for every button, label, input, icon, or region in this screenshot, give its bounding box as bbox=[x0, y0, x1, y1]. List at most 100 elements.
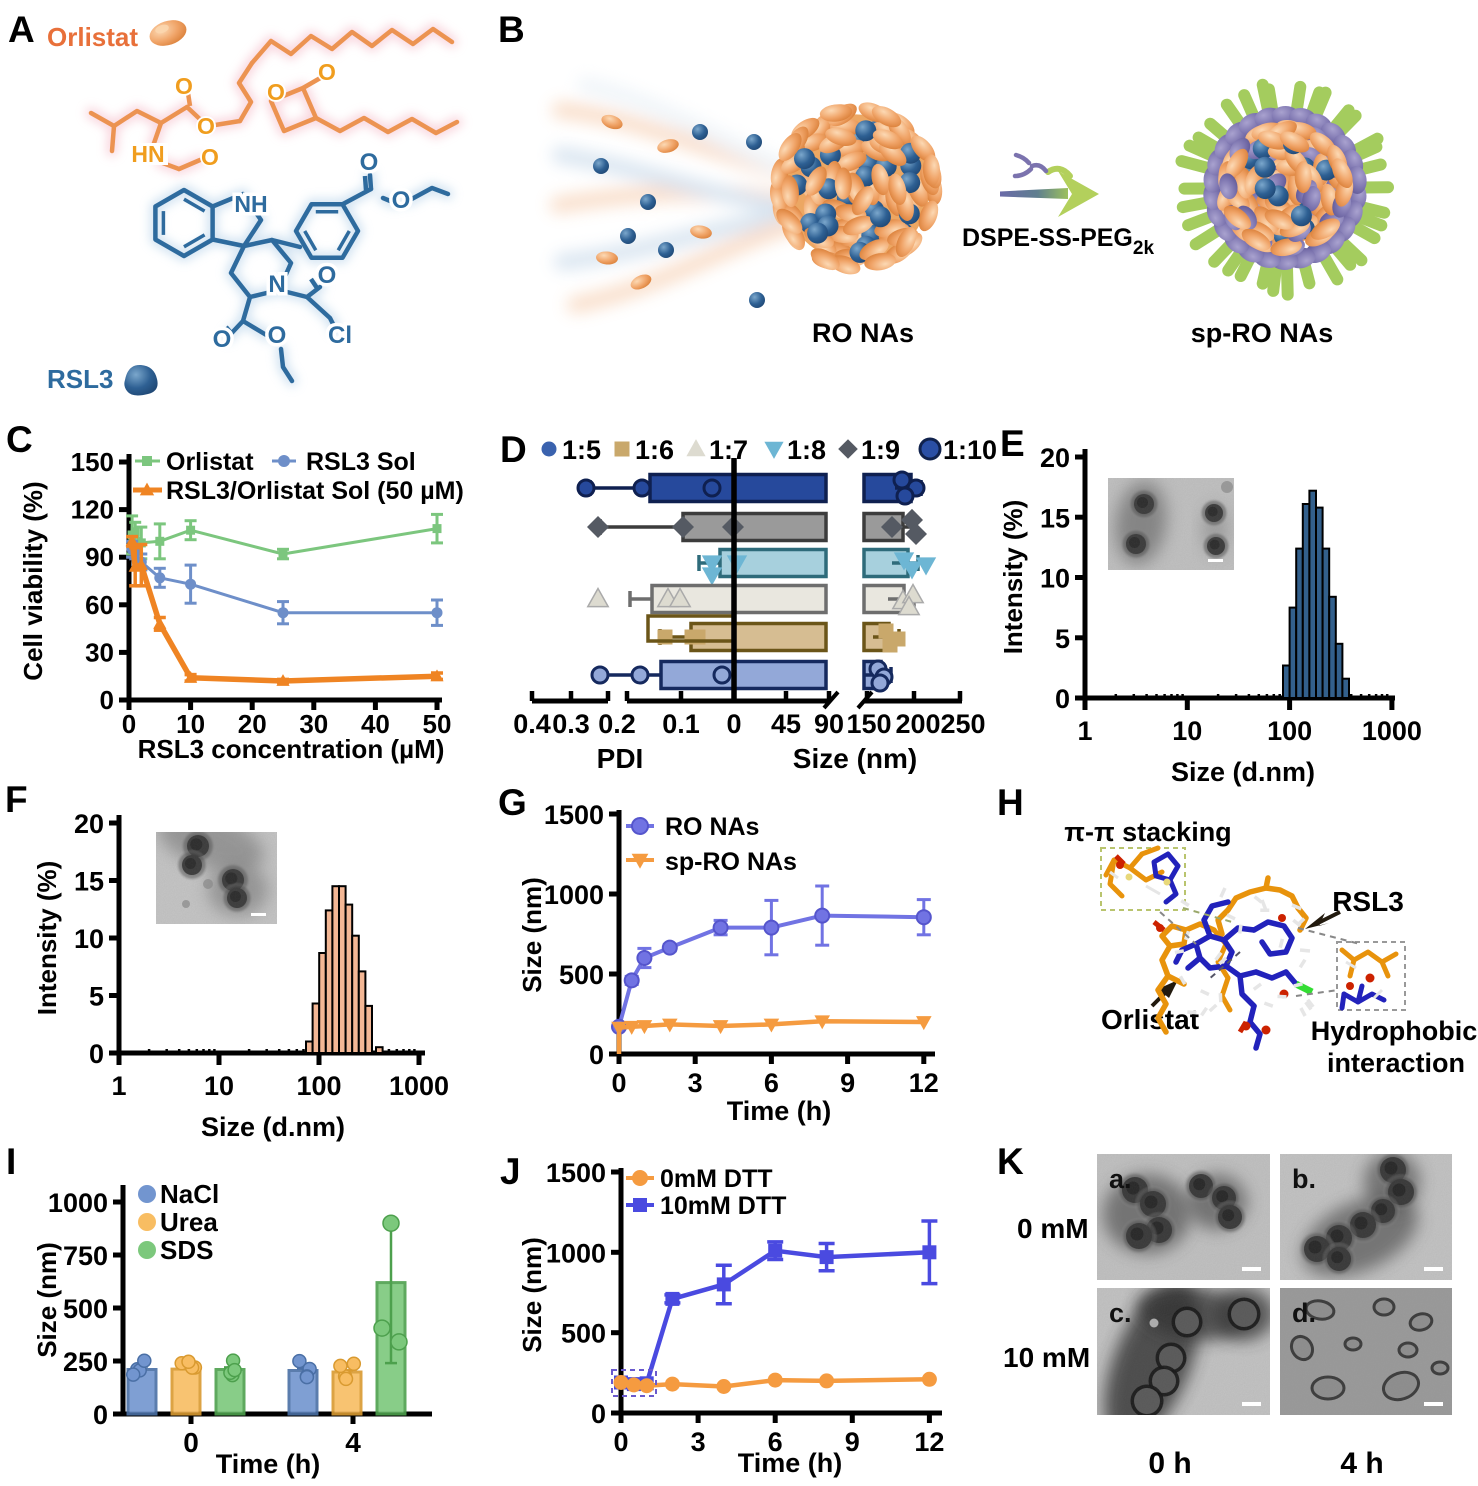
svg-text:D: D bbox=[500, 429, 527, 470]
svg-text:RSL3: RSL3 bbox=[1332, 886, 1404, 917]
svg-text:0: 0 bbox=[726, 709, 741, 739]
svg-text:750: 750 bbox=[63, 1241, 108, 1271]
svg-text:4: 4 bbox=[345, 1427, 361, 1458]
svg-text:Size (nm): Size (nm) bbox=[793, 743, 917, 774]
svg-text:sp-RO NAs: sp-RO NAs bbox=[1191, 318, 1334, 348]
svg-text:Orlistat: Orlistat bbox=[1101, 1004, 1199, 1035]
svg-text:O: O bbox=[213, 326, 232, 353]
svg-text:sp-RO NAs: sp-RO NAs bbox=[665, 848, 797, 876]
svg-text:O: O bbox=[201, 144, 219, 170]
svg-text:100: 100 bbox=[296, 1071, 341, 1101]
svg-text:15: 15 bbox=[74, 867, 104, 897]
svg-text:O: O bbox=[360, 149, 379, 176]
svg-text:F: F bbox=[5, 779, 28, 820]
svg-text:B: B bbox=[498, 9, 525, 50]
svg-text:PDI: PDI bbox=[597, 743, 644, 774]
svg-text:Cl: Cl bbox=[328, 322, 352, 349]
svg-text:Urea: Urea bbox=[160, 1207, 218, 1237]
svg-text:10 mM: 10 mM bbox=[1003, 1342, 1090, 1373]
svg-text:K: K bbox=[997, 1141, 1024, 1182]
svg-text:12: 12 bbox=[909, 1068, 939, 1098]
svg-text:20: 20 bbox=[74, 809, 104, 839]
svg-text:0 h: 0 h bbox=[1148, 1447, 1191, 1480]
svg-text:200: 200 bbox=[895, 709, 940, 739]
svg-text:1000: 1000 bbox=[1362, 716, 1422, 746]
svg-text:E: E bbox=[1000, 423, 1025, 464]
svg-text:1:5: 1:5 bbox=[562, 435, 601, 465]
svg-text:90: 90 bbox=[814, 709, 844, 739]
svg-text:1000: 1000 bbox=[389, 1071, 449, 1101]
svg-text:Intensity (%): Intensity (%) bbox=[998, 500, 1028, 655]
svg-text:RSL3/Orlistat Sol (50 µM): RSL3/Orlistat Sol (50 µM) bbox=[166, 477, 464, 505]
svg-text:0: 0 bbox=[1055, 684, 1070, 714]
svg-text:Intensity (%): Intensity (%) bbox=[32, 861, 62, 1016]
svg-text:J: J bbox=[500, 1151, 521, 1192]
svg-text:I: I bbox=[6, 1141, 16, 1182]
svg-text:Time (h): Time (h) bbox=[738, 1448, 843, 1478]
svg-text:45: 45 bbox=[771, 709, 801, 739]
svg-text:0: 0 bbox=[183, 1427, 199, 1458]
svg-text:0.1: 0.1 bbox=[662, 709, 700, 739]
svg-text:0: 0 bbox=[589, 1040, 604, 1070]
svg-text:c.: c. bbox=[1109, 1298, 1132, 1328]
svg-text:N: N bbox=[268, 271, 285, 298]
svg-text:NaCl: NaCl bbox=[160, 1179, 219, 1209]
svg-text:1000: 1000 bbox=[546, 1238, 606, 1268]
svg-text:1: 1 bbox=[111, 1071, 126, 1101]
svg-text:Orlistat: Orlistat bbox=[166, 448, 254, 476]
svg-text:a.: a. bbox=[1109, 1164, 1132, 1194]
svg-text:120: 120 bbox=[71, 495, 114, 525]
svg-text:0.4: 0.4 bbox=[513, 709, 551, 739]
svg-text:Time (h): Time (h) bbox=[727, 1096, 832, 1126]
svg-text:A: A bbox=[8, 9, 35, 50]
svg-text:500: 500 bbox=[63, 1294, 108, 1324]
svg-text:Size (nm): Size (nm) bbox=[517, 877, 547, 993]
svg-text:1:9: 1:9 bbox=[861, 435, 900, 465]
svg-text:0: 0 bbox=[613, 1427, 628, 1457]
svg-text:5: 5 bbox=[89, 982, 104, 1012]
svg-text:0.2: 0.2 bbox=[598, 709, 636, 739]
svg-text:10: 10 bbox=[1172, 716, 1202, 746]
svg-text:O: O bbox=[392, 187, 411, 214]
svg-text:3: 3 bbox=[691, 1427, 706, 1457]
svg-text:b.: b. bbox=[1292, 1164, 1316, 1194]
svg-text:1:8: 1:8 bbox=[787, 435, 826, 465]
svg-text:1:6: 1:6 bbox=[635, 435, 674, 465]
svg-text:0: 0 bbox=[611, 1068, 626, 1098]
svg-text:5: 5 bbox=[1055, 624, 1070, 654]
svg-text:O: O bbox=[175, 73, 193, 99]
svg-text:RO NAs: RO NAs bbox=[665, 813, 759, 841]
svg-text:150: 150 bbox=[71, 447, 114, 477]
svg-text:O: O bbox=[197, 113, 215, 139]
svg-text:500: 500 bbox=[561, 1319, 606, 1349]
svg-text:O: O bbox=[318, 59, 336, 85]
svg-text:interaction: interaction bbox=[1327, 1048, 1465, 1078]
svg-text:9: 9 bbox=[845, 1427, 860, 1457]
svg-text:Size (d.nm): Size (d.nm) bbox=[1171, 757, 1315, 787]
svg-text:0 mM: 0 mM bbox=[1017, 1213, 1089, 1244]
svg-text:15: 15 bbox=[1040, 503, 1070, 533]
svg-text:0: 0 bbox=[89, 1039, 104, 1069]
svg-text:10mM DTT: 10mM DTT bbox=[660, 1192, 786, 1220]
svg-text:Hydrophobic: Hydrophobic bbox=[1311, 1016, 1478, 1046]
svg-text:100: 100 bbox=[1267, 716, 1312, 746]
svg-text:250: 250 bbox=[940, 709, 985, 739]
svg-text:10: 10 bbox=[204, 1071, 234, 1101]
svg-text:G: G bbox=[498, 782, 527, 823]
svg-text:1:10: 1:10 bbox=[943, 435, 997, 465]
svg-text:π-π stacking: π-π stacking bbox=[1064, 817, 1231, 847]
svg-text:3: 3 bbox=[688, 1068, 703, 1098]
svg-text:20: 20 bbox=[1040, 443, 1070, 473]
svg-text:Orlistat: Orlistat bbox=[47, 22, 138, 52]
svg-text:150: 150 bbox=[846, 709, 891, 739]
svg-text:9: 9 bbox=[840, 1068, 855, 1098]
svg-text:12: 12 bbox=[914, 1427, 944, 1457]
svg-text:O: O bbox=[318, 262, 337, 289]
svg-text:30: 30 bbox=[85, 637, 114, 667]
svg-text:0: 0 bbox=[591, 1399, 606, 1429]
svg-text:RSL3: RSL3 bbox=[47, 364, 113, 394]
svg-text:0mM DTT: 0mM DTT bbox=[660, 1165, 773, 1193]
svg-text:0: 0 bbox=[93, 1400, 108, 1430]
svg-text:1:7: 1:7 bbox=[709, 435, 748, 465]
svg-text:O: O bbox=[268, 322, 287, 349]
